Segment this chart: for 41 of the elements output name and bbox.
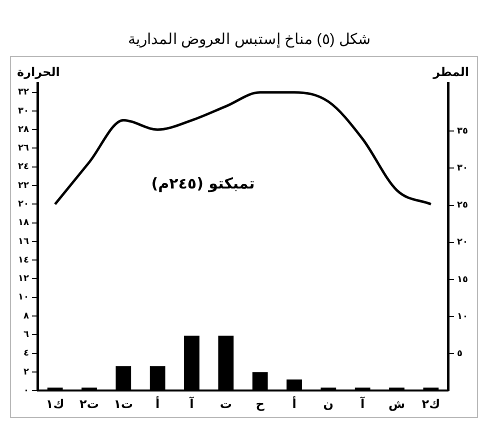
- y-tick-label: ٢٠: [18, 200, 29, 210]
- y-tick-label: ٨: [23, 311, 30, 322]
- y-tick-label: ٣٠: [18, 106, 29, 116]
- y-tick-label: ١٦: [18, 236, 30, 247]
- x-tick-label: ح: [256, 396, 265, 411]
- y-tick-label: ١٠: [18, 292, 29, 303]
- y-tick-label: ٠: [23, 386, 29, 396]
- x-tick-label: ك٢: [422, 396, 440, 411]
- y2-axis-title: المطر: [432, 65, 469, 80]
- y2-tick-label: ١٠: [457, 312, 468, 322]
- y2-tick-label: ٣٠: [457, 164, 468, 174]
- y-axis-title: الحرارة: [17, 65, 60, 80]
- y2-tick-label: ٥: [457, 348, 463, 359]
- x-tick-label: ت: [220, 396, 232, 411]
- y-tick-label: ٤: [23, 348, 29, 359]
- y-tick-label: ٢٨: [18, 124, 30, 135]
- y2-tick-label: ٢٠: [457, 238, 468, 248]
- x-tick-label: أ: [292, 396, 296, 411]
- y-tick-label: ٢٢: [18, 180, 30, 191]
- x-tick-label: ش: [388, 396, 406, 411]
- y-tick-label: ١٢: [18, 274, 30, 284]
- y2-tick-label: ٣٥: [457, 126, 468, 137]
- y-tick-label: ٣٢: [18, 88, 30, 98]
- line-series: [54, 91, 432, 206]
- y-tick-label: ٦: [23, 330, 30, 340]
- y-tick-label: ٢٤: [18, 162, 29, 172]
- y-tick-label: ١٤: [18, 255, 29, 266]
- annotation: تمبكتو (٢٤٥م): [151, 174, 255, 192]
- y-tick-label: ٢٦: [18, 144, 30, 154]
- x-tick-label: ت١: [114, 396, 134, 411]
- x-tick-label: ك١: [46, 396, 64, 411]
- y2-tick-label: ٢٥: [457, 200, 468, 211]
- y2-tick-label: ١٥: [457, 274, 468, 285]
- x-tick-label: آ: [360, 396, 366, 411]
- y-tick-label: ٢: [23, 367, 30, 378]
- x-tick-label: آ: [188, 396, 195, 411]
- y-tick-label: ١٨: [18, 218, 30, 228]
- x-tick-label: ن: [323, 396, 334, 411]
- x-tick-label: ت٢: [80, 396, 99, 411]
- x-tick-label: أ: [156, 396, 160, 411]
- chart-title: شكل (٥) مناخ إستبس العروض المدارية: [127, 30, 372, 48]
